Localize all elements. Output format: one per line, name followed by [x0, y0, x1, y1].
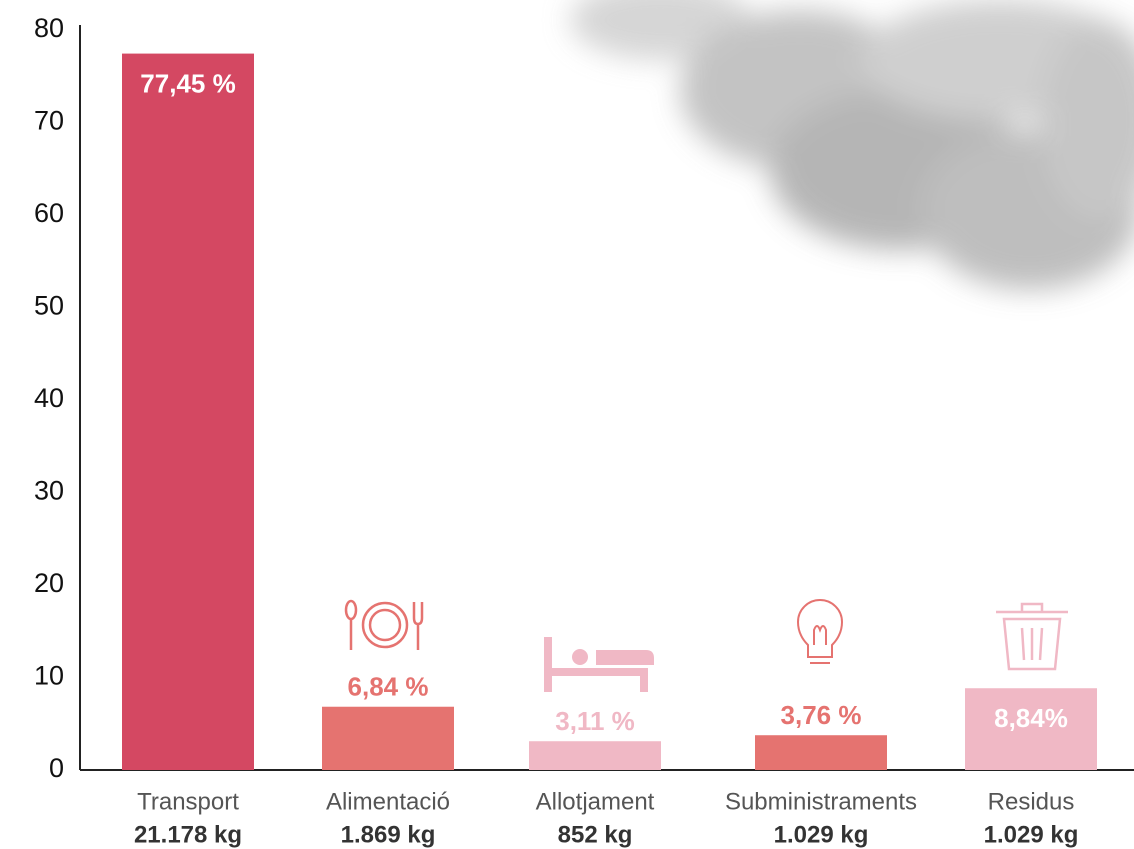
y-tick-label: 70 [34, 106, 64, 136]
y-tick-label: 20 [34, 568, 64, 598]
cloud-decoration [570, 0, 1134, 290]
category-weight: 1.029 kg [984, 821, 1079, 848]
x-tick-label: Transport [137, 788, 239, 815]
y-tick-label: 50 [34, 291, 64, 321]
value-label: 3,11 % [555, 706, 635, 736]
y-tick-label: 30 [34, 476, 64, 506]
category-weight: 852 kg [558, 821, 633, 848]
value-label: 6,84 % [348, 672, 429, 702]
trash-icon [996, 604, 1068, 669]
y-tick-label: 80 [34, 13, 64, 43]
x-tick-label: Alimentació [326, 788, 450, 815]
value-label: 3,76 % [781, 700, 862, 730]
bar [122, 54, 254, 770]
y-tick-label: 40 [34, 383, 64, 413]
chart: 0 10 20 30 40 50 60 70 80 77,45 % Transport 21.178 … [0, 0, 1134, 849]
bulb-icon [798, 600, 842, 663]
x-tick-label: Allotjament [536, 788, 655, 815]
bar [529, 741, 661, 770]
x-tick-label: Subministraments [725, 788, 917, 815]
cutlery-icon [346, 601, 422, 650]
value-label: 77,45 % [140, 68, 235, 98]
bar [755, 735, 887, 770]
value-label: 8,84% [994, 703, 1068, 733]
y-tick-label: 60 [34, 198, 64, 228]
category-weight: 1.029 kg [774, 821, 869, 848]
bar [322, 707, 454, 770]
category-weight: 21.178 kg [134, 821, 242, 848]
bed-icon [544, 637, 654, 692]
y-tick-label: 10 [34, 661, 64, 691]
category-weight: 1.869 kg [341, 821, 436, 848]
y-tick-label: 0 [49, 753, 64, 783]
x-tick-label: Residus [988, 788, 1075, 815]
